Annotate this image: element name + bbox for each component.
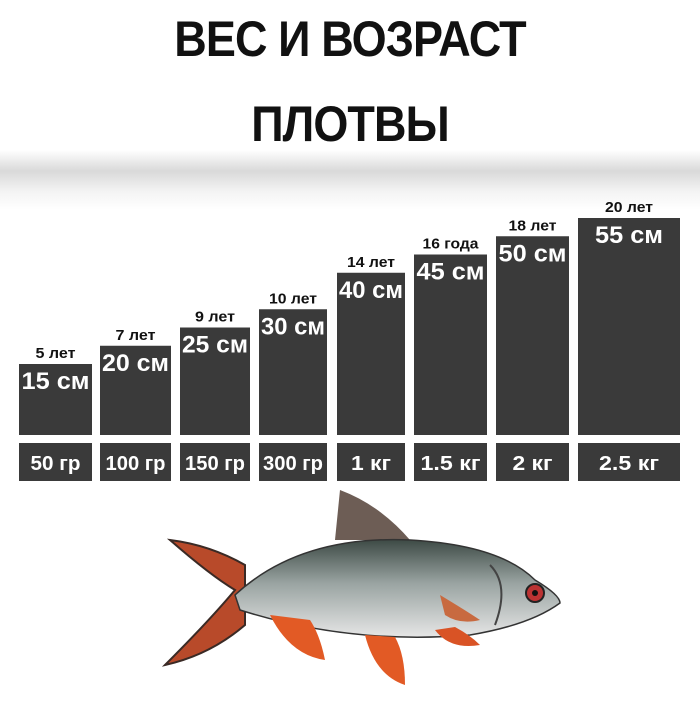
bar <box>337 272 405 435</box>
length-label: 50 см <box>499 240 567 267</box>
bar <box>19 364 92 435</box>
weight-box <box>180 443 250 481</box>
bar <box>578 218 680 435</box>
length-label: 25 см <box>182 332 248 359</box>
age-label: 14 лет <box>347 254 395 271</box>
weight-label: 1.5 кг <box>421 453 481 475</box>
length-label: 15 см <box>22 368 90 395</box>
bar <box>100 345 171 435</box>
age-label: 7 лет <box>116 327 156 344</box>
bar-chart: 5 лет 15 см 50 гр 7 лет 20 см 100 гр 9 лет 25 с… <box>19 199 680 481</box>
title-line-2: ПЛОТВЫ <box>251 96 449 152</box>
bar <box>496 236 569 435</box>
background-band <box>0 150 700 210</box>
length-label: 40 см <box>339 277 403 304</box>
length-label: 45 см <box>417 259 485 286</box>
weight-label: 300 гр <box>263 453 323 475</box>
weight-box <box>578 443 680 481</box>
length-label: 30 см <box>261 313 325 340</box>
age-label: 9 лет <box>195 309 235 326</box>
bar <box>180 327 250 435</box>
length-label: 20 см <box>102 350 169 377</box>
weight-label: 2.5 кг <box>599 453 659 475</box>
weight-box <box>337 443 405 481</box>
age-label: 20 лет <box>605 199 653 216</box>
weight-box <box>100 443 171 481</box>
weight-box <box>259 443 327 481</box>
weight-box <box>19 443 92 481</box>
age-label: 18 лет <box>509 217 557 234</box>
weight-label: 100 гр <box>106 453 166 475</box>
weight-label: 1 кг <box>351 453 391 475</box>
age-label: 5 лет <box>36 345 76 362</box>
weight-label: 2 кг <box>513 453 553 475</box>
bar <box>414 254 487 435</box>
weight-box <box>496 443 569 481</box>
roach-fish-illustration <box>161 490 561 685</box>
age-label: 16 года <box>423 236 480 253</box>
length-label: 55 см <box>595 222 663 249</box>
title-line-1: ВЕС И ВОЗРАСТ <box>174 11 526 67</box>
age-label: 10 лет <box>269 290 317 307</box>
weight-label: 50 гр <box>31 453 81 475</box>
bar <box>259 309 327 435</box>
weight-box <box>414 443 487 481</box>
weight-label: 150 гр <box>185 453 245 475</box>
